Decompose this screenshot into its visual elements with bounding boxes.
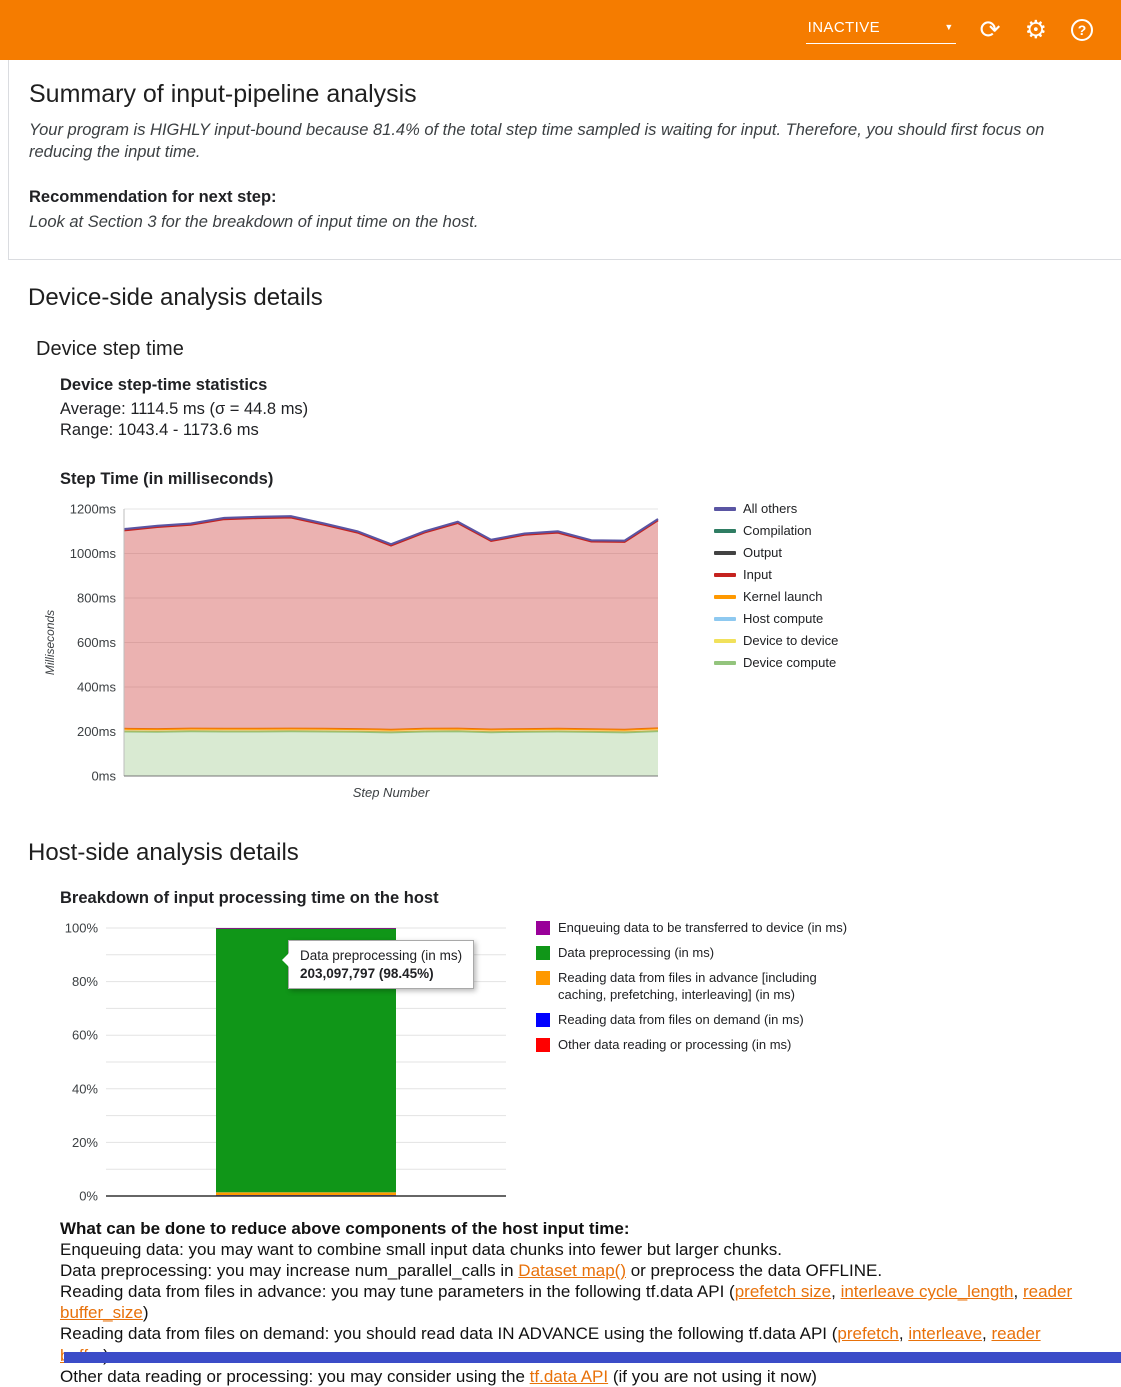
- legend-swatch: [714, 550, 736, 555]
- svg-text:80%: 80%: [72, 974, 98, 989]
- stats-range: Range: 1043.4 - 1173.6 ms: [60, 421, 259, 440]
- tip-link[interactable]: interleave cycle_length: [840, 1282, 1014, 1302]
- svg-text:800ms: 800ms: [77, 591, 117, 606]
- host-chart-legend: Enqueuing data to be transferred to devi…: [536, 918, 866, 1210]
- legend-label: All others: [743, 501, 798, 517]
- bottom-chart-edge: [64, 1352, 1121, 1363]
- svg-text:60%: 60%: [72, 1028, 98, 1043]
- svg-text:0%: 0%: [79, 1189, 98, 1204]
- device-chart-title: Step Time (in milliseconds): [60, 470, 274, 489]
- recommendation-label: Recommendation for next step:: [29, 187, 277, 206]
- tip-link[interactable]: prefetch: [837, 1324, 899, 1344]
- svg-text:20%: 20%: [72, 1135, 98, 1150]
- tip-item: Enqueuing data: you may want to combine …: [60, 1240, 782, 1260]
- legend-label: Device compute: [743, 655, 837, 671]
- device-section-title: Device-side analysis details: [28, 283, 323, 311]
- tip-link[interactable]: prefetch size: [734, 1282, 832, 1302]
- tooltip-value: 203,097,797 (98.45%): [300, 966, 434, 982]
- legend-swatch: [536, 970, 550, 985]
- refresh-icon[interactable]: ⟳: [979, 15, 1001, 44]
- svg-text:Step Number: Step Number: [353, 785, 430, 800]
- host-chart-title: Breakdown of input processing time on th…: [60, 889, 439, 908]
- legend-swatch: [714, 528, 736, 533]
- svg-text:Milliseconds: Milliseconds: [43, 610, 57, 675]
- legend-label: Device to device: [743, 633, 839, 649]
- chart-tooltip: Data preprocessing (in ms) 203,097,797 (…: [281, 940, 475, 990]
- legend-item: Output: [714, 545, 838, 560]
- legend-item: Enqueuing data to be transferred to devi…: [536, 920, 866, 937]
- legend-item: Compilation: [714, 523, 838, 538]
- legend-label: Reading data from files on demand (in ms…: [558, 1011, 804, 1027]
- legend-swatch: [714, 594, 736, 599]
- host-tips-list: Enqueuing data: you may want to combine …: [60, 1239, 1093, 1387]
- recommendation-body: Look at Section 3 for the breakdown of i…: [29, 212, 479, 231]
- legend-label: Compilation: [743, 523, 812, 539]
- svg-text:400ms: 400ms: [77, 680, 117, 695]
- legend-item: Device to device: [714, 633, 838, 648]
- svg-text:1000ms: 1000ms: [70, 546, 117, 561]
- tip-item: Reading data from files in advance: you …: [60, 1282, 1073, 1323]
- tip-link[interactable]: reader buffer_size: [60, 1282, 1073, 1323]
- legend-swatch: [714, 638, 736, 643]
- legend-item: All others: [714, 501, 838, 516]
- legend-swatch: [714, 616, 736, 621]
- legend-item: Other data reading or processing (in ms): [536, 1037, 866, 1054]
- svg-text:0ms: 0ms: [91, 769, 116, 784]
- summary-section: Summary of input-pipeline analysis Your …: [8, 60, 1121, 260]
- host-chart-area: 0% 20% 40% 60% 80% 100% Enqueuing data to be …: [60, 918, 1093, 1210]
- host-tips-heading: What can be done to reduce above compone…: [60, 1219, 630, 1239]
- legend-item: Host compute: [714, 611, 838, 626]
- legend-swatch: [714, 660, 736, 665]
- legend-label: Data preprocessing (in ms): [558, 944, 715, 960]
- app-header: INACTIVE ▼ ⟳ ⚙ ?: [0, 0, 1121, 60]
- tip-link[interactable]: interleave: [908, 1324, 983, 1344]
- device-chart-area: 0ms 200ms 400ms 600ms 800ms 1000ms 1200ms Step …: [40, 497, 1093, 805]
- svg-text:200ms: 200ms: [77, 724, 117, 739]
- chevron-down-icon: ▼: [944, 22, 954, 32]
- svg-text:1200ms: 1200ms: [70, 502, 117, 517]
- legend-swatch: [536, 921, 550, 936]
- legend-swatch: [536, 1037, 550, 1052]
- summary-title: Summary of input-pipeline analysis: [29, 80, 417, 108]
- legend-swatch: [536, 1012, 550, 1027]
- legend-label: Output: [743, 545, 783, 561]
- run-status-label: INACTIVE: [807, 18, 881, 36]
- legend-item: Reading data from files on demand (in ms…: [536, 1012, 866, 1029]
- legend-label: Other data reading or processing (in ms): [558, 1036, 792, 1052]
- legend-swatch: [714, 506, 736, 511]
- summary-body: Your program is HIGHLY input-bound becau…: [29, 121, 1045, 162]
- svg-text:100%: 100%: [65, 921, 99, 936]
- legend-label: Kernel launch: [743, 589, 823, 605]
- legend-swatch: [536, 945, 550, 960]
- tip-link[interactable]: Dataset map(): [518, 1261, 626, 1281]
- svg-text:600ms: 600ms: [77, 635, 117, 650]
- legend-label: Host compute: [743, 611, 824, 627]
- svg-text:40%: 40%: [72, 1081, 98, 1096]
- stats-title: Device step-time statistics: [60, 375, 268, 394]
- device-step-time-title: Device step time: [36, 337, 184, 360]
- legend-swatch: [714, 572, 736, 577]
- device-step-time-stats: Device step-time statistics Average: 111…: [60, 375, 1093, 442]
- legend-item: Device compute: [714, 655, 838, 670]
- legend-item: Input: [714, 567, 838, 582]
- host-side-section: Host-side analysis details Breakdown of …: [0, 805, 1121, 1387]
- tip-item: Other data reading or processing: you ma…: [60, 1366, 817, 1386]
- legend-item: Kernel launch: [714, 589, 838, 604]
- host-section-title: Host-side analysis details: [28, 839, 299, 867]
- gear-icon[interactable]: ⚙: [1024, 15, 1047, 44]
- stats-average: Average: 1114.5 ms (σ = 44.8 ms): [60, 399, 309, 418]
- tooltip-title: Data preprocessing (in ms): [300, 948, 463, 964]
- legend-item: Data preprocessing (in ms): [536, 945, 866, 962]
- help-icon[interactable]: ?: [1071, 19, 1093, 41]
- device-chart-legend: All others Compilation Output Input Kernel l…: [714, 497, 838, 805]
- legend-label: Input: [743, 567, 772, 583]
- run-status-select[interactable]: INACTIVE ▼: [805, 17, 956, 44]
- tip-item: Data preprocessing: you may increase num…: [60, 1261, 883, 1281]
- legend-item: Reading data from files in advance [incl…: [536, 970, 866, 1004]
- tip-link[interactable]: tf.data API: [529, 1366, 609, 1386]
- device-side-section: Device-side analysis details Device step…: [0, 260, 1121, 805]
- legend-label: Reading data from files in advance [incl…: [558, 969, 817, 1002]
- legend-label: Enqueuing data to be transferred to devi…: [558, 920, 848, 936]
- device-step-time-chart[interactable]: 0ms 200ms 400ms 600ms 800ms 1000ms 1200ms Step …: [40, 497, 700, 805]
